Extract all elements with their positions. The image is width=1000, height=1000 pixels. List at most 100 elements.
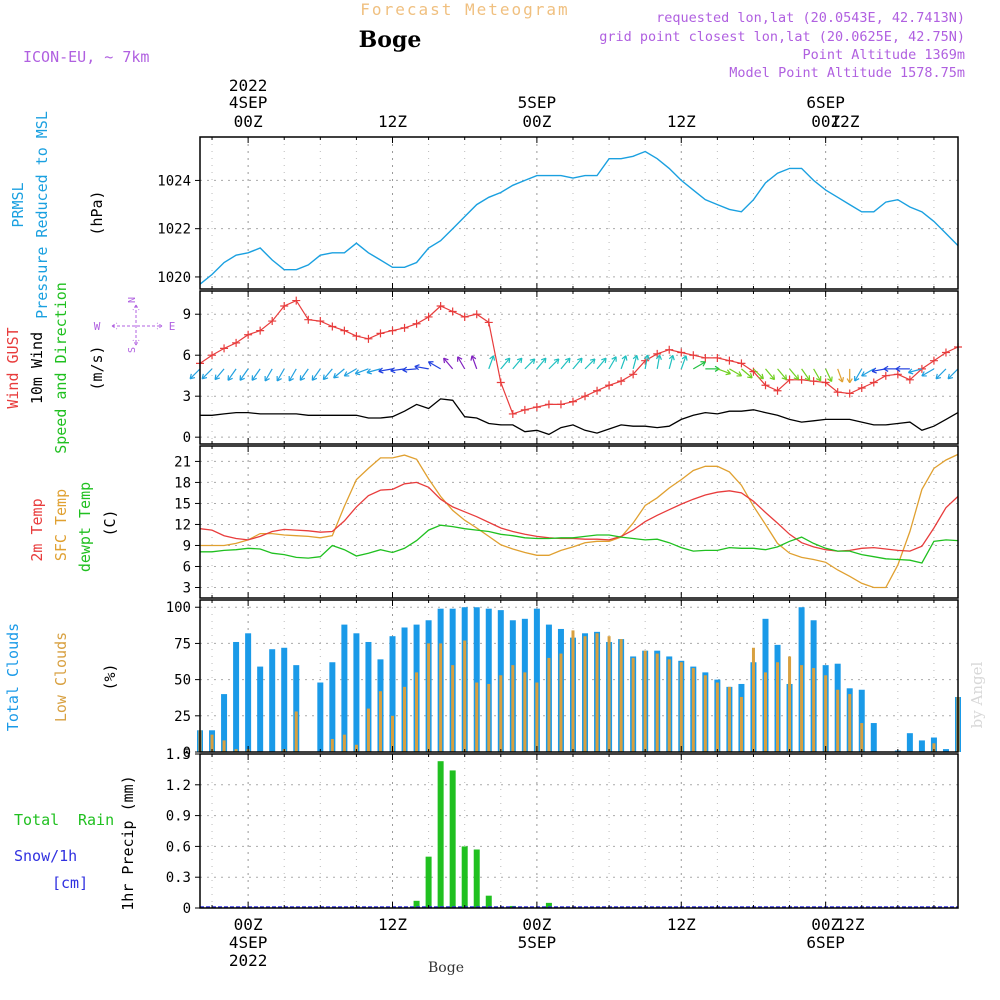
wind-arrowhead [668, 354, 675, 361]
wind-arrow [214, 368, 225, 380]
low-cloud-bar [463, 640, 467, 752]
low-cloud-bar [403, 686, 407, 752]
wind-arrowhead [804, 375, 811, 381]
wind-arrow [765, 368, 775, 380]
wind-arrow [861, 368, 875, 377]
gust-marker [905, 375, 914, 384]
low-cloud-bar [210, 734, 214, 752]
wind-arrowhead [333, 372, 339, 379]
wind-arrowhead [621, 355, 628, 361]
gust-marker [232, 338, 241, 347]
panel-frame [199, 753, 959, 909]
low-cloud-bar [487, 683, 491, 752]
low-cloud-bar [679, 662, 683, 752]
wind-arrowhead [643, 354, 650, 360]
low-cloud-bar [523, 672, 527, 752]
precip-snow-label: Snow/1h [14, 847, 77, 865]
wind-arrow [471, 355, 478, 370]
low-cloud-bar [776, 662, 780, 752]
wind-arrow [390, 368, 405, 372]
low-cloud-bar [763, 672, 767, 752]
wind-arrowhead [758, 373, 764, 380]
gust-marker [280, 302, 289, 311]
chart-title: Forecast Meteogram [360, 0, 569, 19]
low-cloud-bar [451, 665, 455, 752]
gust-marker [677, 348, 686, 357]
precip-unit-label: 1hr Precip (mm) [119, 775, 137, 910]
wind-arrowhead [288, 375, 294, 382]
panel-frame [199, 445, 959, 599]
y-tick-label: 12 [174, 517, 191, 533]
temp-unit-label: (C) [101, 509, 119, 536]
wind-arrow [632, 355, 638, 370]
gust-marker [725, 356, 734, 365]
wind-arrow [644, 354, 649, 369]
wind-arrowhead [239, 375, 245, 381]
requested-coords: requested lon,lat (20.0543E, 42.7413N) [656, 10, 965, 26]
low-cloud-bar [294, 711, 298, 752]
bottom-hour-label: 12Z [378, 915, 407, 934]
low-cloud-bar [812, 668, 816, 752]
wind-arrow [227, 368, 237, 381]
pressure-label-1: PRMSL [9, 182, 27, 227]
gust-marker [424, 312, 433, 321]
wind-arrow [813, 368, 822, 382]
wind-arrow [935, 368, 947, 380]
y-tick-label: 9 [183, 538, 191, 554]
pressure-unit-label: (hPa) [88, 190, 106, 235]
low-cloud-bar [655, 653, 659, 752]
low-cloud-bar [571, 630, 575, 752]
compass-arrows [111, 304, 163, 346]
location-title: Boge [359, 27, 422, 53]
wind-arrowhead [935, 373, 942, 380]
low-cloud-bar [739, 696, 743, 752]
wind-arrow [777, 368, 787, 380]
precip-bar [473, 849, 480, 908]
panel-frame [199, 599, 959, 753]
top-year-label: 2022 [229, 76, 268, 95]
wind-arrowhead [815, 375, 822, 382]
gust-marker [917, 364, 926, 373]
t2m-line [199, 481, 959, 552]
wind-arrowhead [299, 375, 306, 381]
gust-marker [941, 348, 950, 357]
wind-arrow [322, 368, 333, 380]
wind-arrowhead [489, 355, 496, 361]
wind-arrow [500, 357, 511, 370]
low-cloud-bar [583, 636, 587, 752]
wind-arrowhead [251, 375, 257, 381]
total-cloud-bar [906, 733, 913, 752]
wind-arrow [572, 357, 583, 370]
wind-arrow [488, 355, 495, 370]
wind-arrowhead [854, 375, 860, 382]
precip-bar [437, 761, 444, 908]
y-tick-label: 1024 [157, 173, 191, 189]
low-cloud-bar [667, 659, 671, 752]
wind-arrowhead [553, 358, 560, 364]
wind-arrowhead [601, 357, 607, 364]
wind-arrow [251, 368, 261, 381]
gust-marker [593, 386, 602, 395]
wind-arrow [378, 368, 393, 372]
gust-marker [701, 353, 710, 362]
wind-arrow [596, 357, 607, 370]
y-tick-label: 6 [183, 559, 191, 575]
gust-marker [581, 392, 590, 401]
wind-unit-label: (m/s) [88, 345, 106, 390]
wind-arrowhead [343, 371, 350, 377]
bottom-hour-label: 12Z [667, 915, 696, 934]
low-cloud-bar [631, 657, 635, 752]
low-cloud-bar [848, 694, 852, 752]
wind-arrowhead [516, 357, 523, 364]
wind-arrowhead [700, 361, 706, 367]
wind-arrow [921, 368, 935, 377]
bottom-hour-label: 12Z [836, 915, 865, 934]
gust-marker [364, 334, 373, 343]
top-date-label: 6SEP [806, 93, 845, 112]
bottom-year-label: 2022 [229, 951, 268, 970]
model-label: ICON-EU, ~ 7km [23, 48, 149, 66]
gust-marker [629, 370, 638, 379]
pressure-label-2: Pressure Reduced to MSL [33, 111, 51, 319]
wind-gust-line [199, 299, 959, 415]
low-cloud-bar [330, 738, 334, 752]
